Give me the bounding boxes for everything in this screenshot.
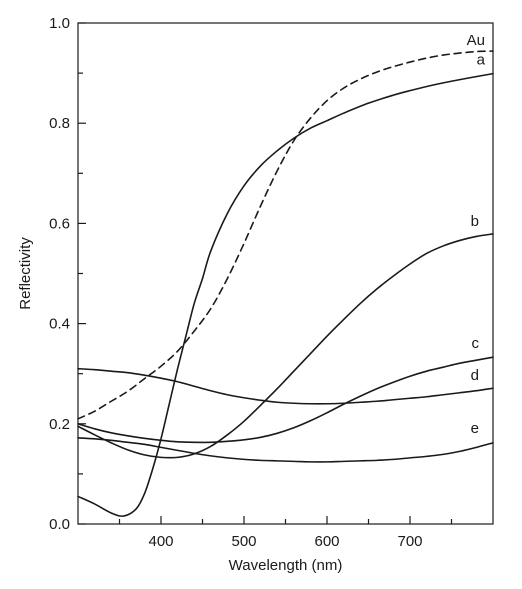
y-tick-label: 0.0 xyxy=(49,516,70,533)
series-label-a: a xyxy=(477,52,486,69)
x-tick-label: 700 xyxy=(397,533,422,550)
series-line-au xyxy=(77,50,494,420)
x-tick-label: 500 xyxy=(231,533,256,550)
series-label-b: b xyxy=(471,213,479,230)
y-axis-title: Reflectivity xyxy=(17,237,34,310)
y-tick-label: 1.0 xyxy=(49,15,70,32)
series-label-c: c xyxy=(472,335,480,352)
series-line-a xyxy=(77,72,494,517)
series-line-e xyxy=(77,437,494,463)
x-axis-title: Wavelength (nm) xyxy=(229,557,343,574)
series-label-e: e xyxy=(471,420,479,437)
y-tick-label: 0.6 xyxy=(49,215,70,232)
series-labels: Au a b cd e xyxy=(467,32,486,437)
series-line-d xyxy=(77,367,494,405)
y-tick-label: 0.8 xyxy=(49,115,70,132)
y-tick-label: 0.2 xyxy=(49,416,70,433)
y-axis-ticks: 0.0 0.2 0.4 0.6 0.8 1.0 xyxy=(49,15,86,533)
x-axis-ticks: 400 500 600 700 xyxy=(118,516,453,550)
x-tick-label: 400 xyxy=(148,533,173,550)
series-line-c xyxy=(77,356,494,444)
x-tick-label: 600 xyxy=(314,533,339,550)
series-label-au: Au xyxy=(467,32,485,49)
series-lines xyxy=(77,50,494,517)
y-tick-label: 0.4 xyxy=(49,316,70,333)
series-line-b xyxy=(77,233,494,459)
series-label-d: d xyxy=(471,367,479,384)
plot-border xyxy=(77,22,494,525)
plot-frame xyxy=(77,22,494,525)
